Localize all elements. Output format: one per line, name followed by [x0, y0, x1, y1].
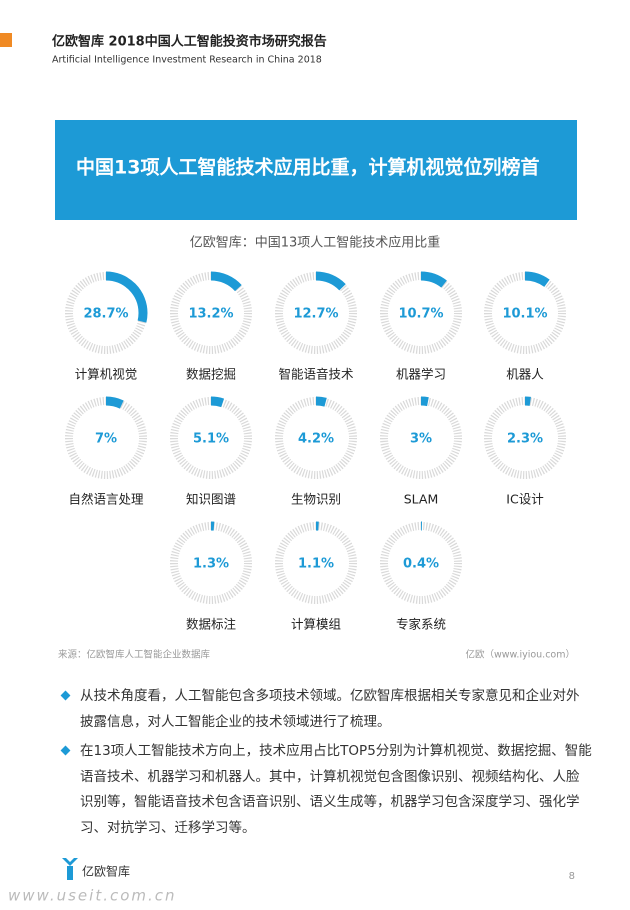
value-label: 7% — [95, 432, 117, 447]
bullets: 从技术角度看，人工智能包含多项技术领域。亿欧智库根据相关专家意见和企业对外披露信… — [62, 684, 592, 845]
accent — [0, 33, 12, 47]
value-label: 3% — [410, 432, 432, 447]
category-label: 数据标注 — [186, 617, 237, 632]
category-label: 机器学习 — [396, 367, 446, 382]
ring-arc — [169, 271, 253, 355]
ring-arc — [483, 271, 567, 355]
category-label: 数据挖掘 — [186, 367, 236, 382]
category-label: 智能语音技术 — [278, 367, 354, 382]
category-label: 计算机视觉 — [75, 367, 138, 382]
value-label: 1.3% — [193, 557, 229, 572]
value-label: 5.1% — [193, 432, 229, 447]
ring-arc — [379, 396, 463, 480]
category-label: 机器人 — [506, 367, 544, 382]
ring-arc — [64, 396, 148, 480]
category-label: 专家系统 — [396, 617, 446, 632]
bullet: 在13项人工智能技术方向上，技术应用占比TOP5分别为计算机视觉、数据挖掘、智能… — [62, 739, 592, 841]
banner — [55, 120, 577, 220]
ring-arc — [169, 521, 253, 605]
ring-arc — [64, 271, 148, 355]
value-label: 1.1% — [298, 557, 334, 572]
ring-arc — [274, 521, 358, 605]
ring-arc — [379, 271, 463, 355]
logo-text: 亿欧智库 — [82, 864, 130, 879]
ring-arc — [274, 396, 358, 480]
banner-title: 中国13项人工智能技术应用比重，计算机视觉位列榜首 — [76, 156, 539, 179]
value-label: 28.7% — [83, 307, 128, 322]
value-label: 0.4% — [403, 557, 439, 572]
logo-icon — [62, 858, 78, 880]
header-subtitle: Artificial Intelligence Investment Resea… — [52, 55, 322, 66]
category-label: IC设计 — [506, 492, 543, 507]
value-label: 4.2% — [298, 432, 334, 447]
value-label: 13.2% — [188, 307, 233, 322]
ring-arc — [483, 396, 567, 480]
value-label: 10.7% — [398, 307, 443, 322]
category-label: 计算模组 — [291, 617, 341, 632]
value-label: 2.3% — [507, 432, 543, 447]
credit: 亿欧（www.iyiou.com） — [465, 649, 575, 661]
chart-title: 亿欧智库：中国13项人工智能技术应用比重 — [190, 235, 441, 251]
page-number: 8 — [569, 871, 575, 882]
ring-arc — [274, 271, 358, 355]
category-label: 自然语言处理 — [68, 492, 144, 507]
category-label: 生物识别 — [291, 492, 341, 507]
source: 来源：亿欧智库人工智能企业数据库 — [58, 649, 211, 661]
value-label: 10.1% — [502, 307, 547, 322]
value-label: 12.7% — [293, 307, 338, 322]
bullet: 从技术角度看，人工智能包含多项技术领域。亿欧智库根据相关专家意见和企业对外披露信… — [62, 684, 592, 735]
watermark: www.useit.com.cn — [8, 887, 177, 905]
category-label: SLAM — [404, 492, 439, 507]
ring-arc — [169, 396, 253, 480]
header-title: 亿欧智库 2018中国人工智能投资市场研究报告 — [52, 34, 327, 50]
ring-arc — [379, 521, 463, 605]
category-label: 知识图谱 — [186, 492, 236, 507]
